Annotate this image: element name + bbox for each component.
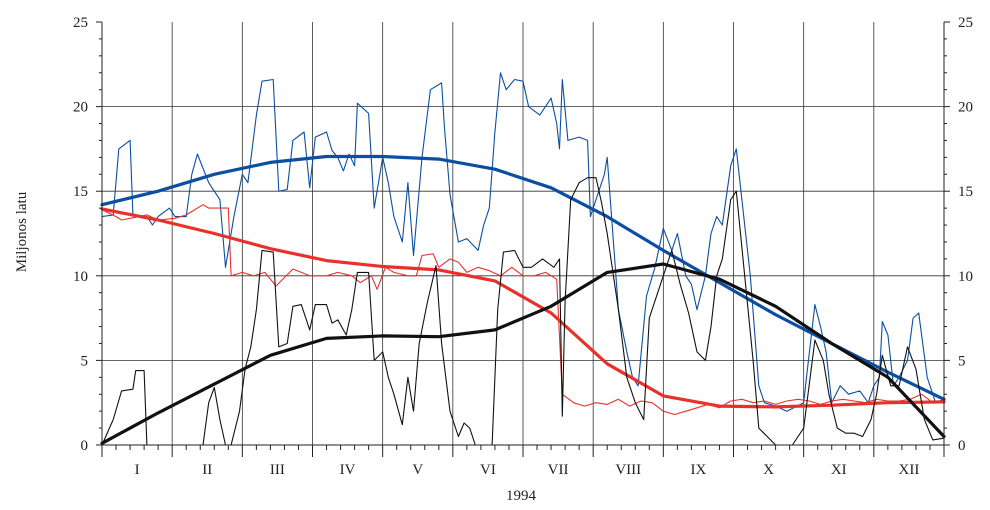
x-tick-label-VII: VII (548, 462, 569, 478)
x-tick-label-XI: XI (831, 462, 847, 478)
x-tick-label-V: V (412, 462, 423, 478)
y-tick-label-left: 0 (81, 438, 89, 454)
series-blue-thin-line (101, 72, 945, 412)
y-tick-label-right: 20 (958, 100, 973, 116)
y-tick-label-right: 10 (958, 269, 973, 285)
x-axis-title: 1994 (506, 488, 537, 504)
x-tick-label-II: II (202, 462, 212, 478)
y-tick-label-right: 15 (958, 184, 973, 200)
y-tick-label-left: 15 (73, 184, 88, 200)
y-tick-label-left: 10 (73, 269, 88, 285)
series-red-thin-line (101, 204, 945, 416)
x-axis-month-labels: I II III IV V VI VII VIII IX X XI XII (101, 445, 945, 478)
right-y-axis: 0 5 10 15 20 25 (944, 15, 973, 454)
left-y-axis: 0 5 10 15 20 25 (73, 15, 102, 454)
x-tick-label-VI: VI (480, 462, 496, 478)
series-red-thick-line (100, 207, 946, 409)
x-tick-label-X: X (763, 462, 774, 478)
series-blue-thick-line (100, 154, 946, 401)
series-black-thick-line (100, 262, 946, 445)
y-tick-label-right: 5 (958, 353, 966, 369)
y-tick-label-right: 0 (958, 438, 966, 454)
x-tick-label-IV: IV (340, 462, 356, 478)
grid-lines (102, 22, 944, 445)
y-tick-label-left: 20 (73, 100, 88, 116)
y-axis-title: Miljonos latu (14, 191, 30, 272)
x-tick-label-III: III (270, 462, 285, 478)
x-tick-label-XII: XII (899, 462, 920, 478)
x-tick-label-IX: IX (691, 462, 707, 478)
x-tick-label-I: I (135, 462, 140, 478)
y-tick-label-left: 5 (81, 353, 89, 369)
y-tick-label-right: 25 (958, 15, 973, 31)
x-tick-label-VIII: VIII (615, 462, 641, 478)
series-layer (100, 72, 946, 446)
y-tick-label-left: 25 (73, 15, 88, 31)
